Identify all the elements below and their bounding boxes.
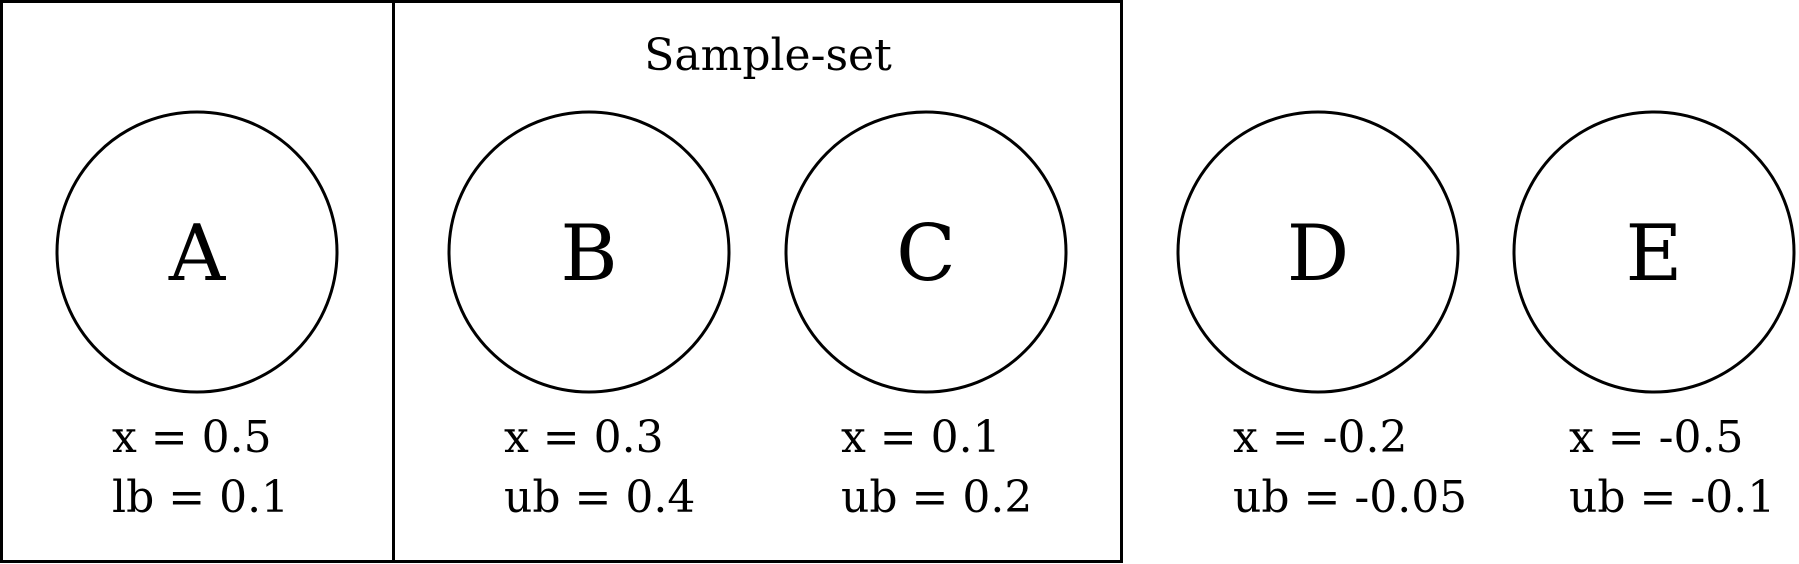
node-b-x-value: x = 0.3: [504, 412, 664, 463]
node-c: C x = 0.1 ub = 0.2: [784, 110, 1068, 523]
node-b-circle: [447, 110, 731, 394]
node-d-x-value: x = -0.2: [1233, 412, 1408, 463]
outer-frame: [0, 0, 1123, 563]
node-e-circle: [1512, 110, 1796, 394]
node-a-bound: lb = 0.1: [112, 472, 289, 523]
node-d-circle: [1176, 110, 1460, 394]
node-b-letter: B: [560, 209, 617, 299]
node-e-x-value: x = -0.5: [1569, 412, 1744, 463]
node-a-letter: A: [168, 209, 227, 299]
node-b: B x = 0.3 ub = 0.4: [447, 110, 731, 523]
node-c-letter: C: [896, 209, 956, 299]
node-c-bound: ub = 0.2: [841, 472, 1032, 523]
sample-set-title: Sample-set: [644, 30, 892, 81]
node-e-bound: ub = -0.1: [1569, 472, 1775, 523]
node-b-bound: ub = 0.4: [504, 472, 695, 523]
node-e: E x = -0.5 ub = -0.1: [1512, 110, 1796, 523]
node-a: A x = 0.5 lb = 0.1: [55, 110, 339, 523]
node-a-x-value: x = 0.5: [112, 412, 272, 463]
node-d: D x = -0.2 ub = -0.05: [1176, 110, 1467, 523]
node-d-letter: D: [1287, 209, 1350, 299]
node-c-circle: [784, 110, 1068, 394]
node-d-bound: ub = -0.05: [1233, 472, 1467, 523]
node-e-letter: E: [1626, 209, 1683, 299]
node-c-x-value: x = 0.1: [841, 412, 1001, 463]
node-a-circle: [55, 110, 339, 394]
